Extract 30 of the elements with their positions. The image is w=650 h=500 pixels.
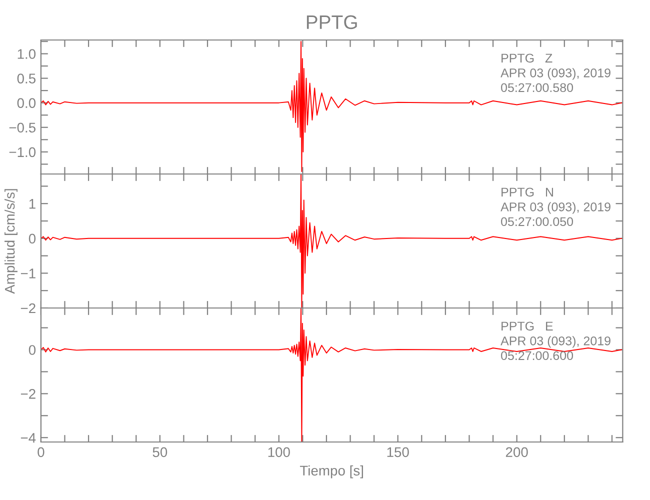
y-tick-label: −2 (20, 303, 36, 314)
y-tick-label: 0.5 (17, 74, 36, 84)
x-tick-label: 0 (38, 447, 44, 458)
chart-title: PPTG (306, 15, 357, 30)
annotation: 05:27:00.050 (501, 217, 574, 226)
x-axis-title: Tiempo [s] (300, 465, 363, 478)
y-tick-label: −4 (20, 433, 36, 443)
x-tick-label: 50 (152, 447, 168, 458)
annotation: APR 03 (093), 2019 (500, 336, 610, 348)
annotation: PPTG N (502, 188, 553, 197)
y-tick-label: −1 (20, 268, 36, 278)
annotation: 05:27:00.600 (501, 351, 574, 360)
y-tick-label: 0.0 (17, 98, 36, 108)
y-tick-label: −1.0 (9, 147, 36, 158)
y-tick-label: −2 (20, 389, 36, 399)
y-tick-label: 1.0 (18, 49, 36, 59)
annotation: PPTG Z (502, 54, 552, 63)
y-tick-label: 0 (28, 234, 36, 244)
x-tick-label: 100 (268, 447, 290, 458)
y-tick-label: 0 (28, 345, 36, 355)
y-tick-label: 1 (29, 199, 36, 209)
x-tick-label: 150 (387, 447, 409, 458)
x-tick-label: 200 (506, 447, 528, 458)
annotation: APR 03 (093), 2019 (500, 202, 610, 214)
y-tick-label: −0.5 (9, 122, 36, 133)
y-axis-title: Amplitud [cm/s/s] (4, 189, 18, 294)
annotation: APR 03 (093), 2019 (500, 68, 610, 80)
annotation: PPTG E (502, 322, 553, 331)
annotation: 05:27:00.580 (501, 83, 574, 92)
line-series (40, 40, 622, 172)
